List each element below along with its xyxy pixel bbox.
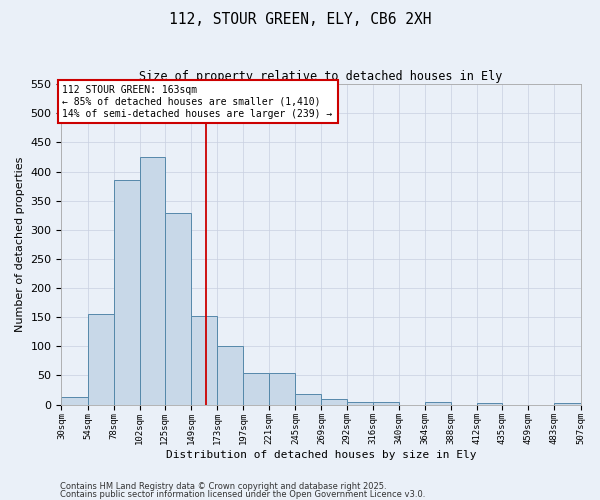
Bar — [347, 402, 373, 404]
Bar — [61, 397, 88, 404]
Text: Contains public sector information licensed under the Open Government Licence v3: Contains public sector information licen… — [60, 490, 425, 499]
Bar — [217, 346, 243, 405]
Bar — [113, 180, 140, 404]
Bar — [243, 372, 269, 404]
Text: 112 STOUR GREEN: 163sqm
← 85% of detached houses are smaller (1,410)
14% of semi: 112 STOUR GREEN: 163sqm ← 85% of detache… — [62, 86, 333, 118]
Bar — [322, 398, 347, 404]
Text: Contains HM Land Registry data © Crown copyright and database right 2025.: Contains HM Land Registry data © Crown c… — [60, 482, 386, 491]
Bar — [191, 316, 217, 404]
Bar — [295, 394, 322, 404]
Bar — [425, 402, 451, 404]
Bar — [140, 157, 165, 404]
Bar — [165, 214, 191, 404]
Bar — [269, 372, 295, 404]
Text: 112, STOUR GREEN, ELY, CB6 2XH: 112, STOUR GREEN, ELY, CB6 2XH — [169, 12, 431, 28]
X-axis label: Distribution of detached houses by size in Ely: Distribution of detached houses by size … — [166, 450, 476, 460]
Bar — [88, 314, 113, 404]
Bar — [373, 402, 399, 404]
Y-axis label: Number of detached properties: Number of detached properties — [15, 156, 25, 332]
Title: Size of property relative to detached houses in Ely: Size of property relative to detached ho… — [139, 70, 503, 83]
